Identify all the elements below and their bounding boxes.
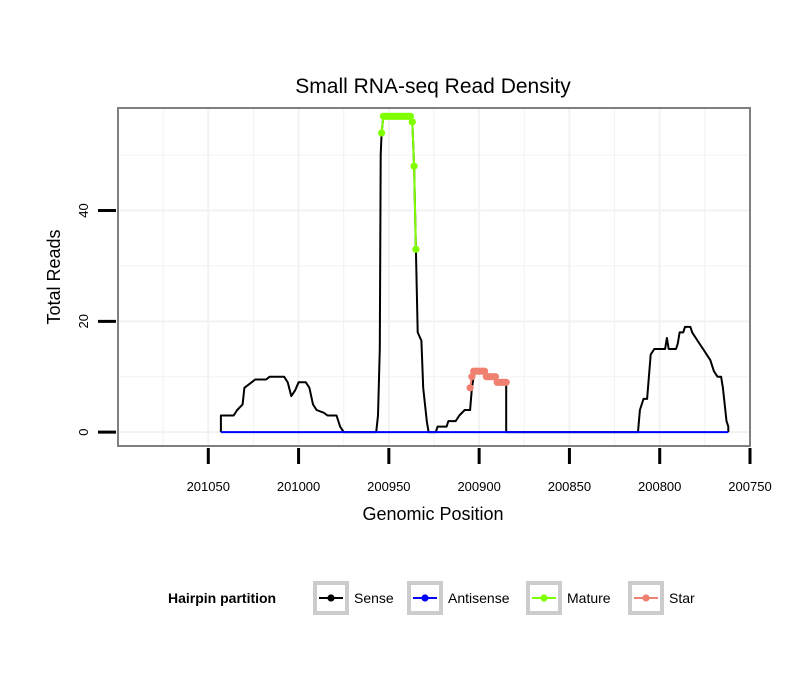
legend-label-mature: Mature bbox=[567, 590, 611, 606]
legend-key-point-antisense bbox=[421, 594, 429, 602]
legend: Hairpin partition Sense Antisense Mature St… bbox=[168, 581, 695, 615]
mature-point bbox=[406, 112, 415, 120]
star-point bbox=[466, 384, 474, 392]
sense-series-line bbox=[219, 115, 730, 434]
legend-label-antisense: Antisense bbox=[448, 590, 510, 606]
y-axis-label: Total Reads bbox=[44, 229, 64, 324]
plot-panel-border bbox=[117, 107, 751, 447]
x-tick-label: 200850 bbox=[548, 479, 591, 494]
legend-key-point-sense bbox=[327, 594, 335, 602]
star-point bbox=[491, 373, 499, 381]
x-axis-label: Genomic Position bbox=[362, 504, 503, 524]
legend-title: Hairpin partition bbox=[168, 590, 276, 606]
star-point bbox=[481, 367, 489, 375]
y-tick-label: 0 bbox=[76, 428, 91, 435]
legend-key-point-mature bbox=[540, 594, 548, 602]
y-tick-label: 20 bbox=[76, 314, 91, 328]
y-axis: 0 20 40 bbox=[76, 203, 116, 436]
mature-point bbox=[378, 129, 386, 137]
star-point bbox=[468, 373, 476, 381]
x-axis: 201050 201000 200950 200900 200850 200800 2007… bbox=[187, 448, 772, 494]
y-tick-label: 40 bbox=[76, 203, 91, 217]
mature-point bbox=[408, 118, 416, 126]
x-tick-label: 201050 bbox=[187, 479, 230, 494]
mature-point bbox=[412, 245, 420, 253]
x-tick-label: 201000 bbox=[277, 479, 320, 494]
legend-label-sense: Sense bbox=[354, 590, 394, 606]
star-point bbox=[502, 378, 510, 386]
chart-title: Small RNA-seq Read Density bbox=[295, 75, 571, 98]
mature-point bbox=[410, 162, 418, 170]
series-layer bbox=[219, 112, 730, 434]
x-tick-label: 200950 bbox=[367, 479, 410, 494]
x-tick-label: 200900 bbox=[457, 479, 500, 494]
x-tick-label: 200800 bbox=[638, 479, 681, 494]
legend-label-star: Star bbox=[669, 590, 695, 606]
x-tick-label: 200750 bbox=[728, 479, 771, 494]
legend-key-point-star bbox=[642, 594, 650, 602]
